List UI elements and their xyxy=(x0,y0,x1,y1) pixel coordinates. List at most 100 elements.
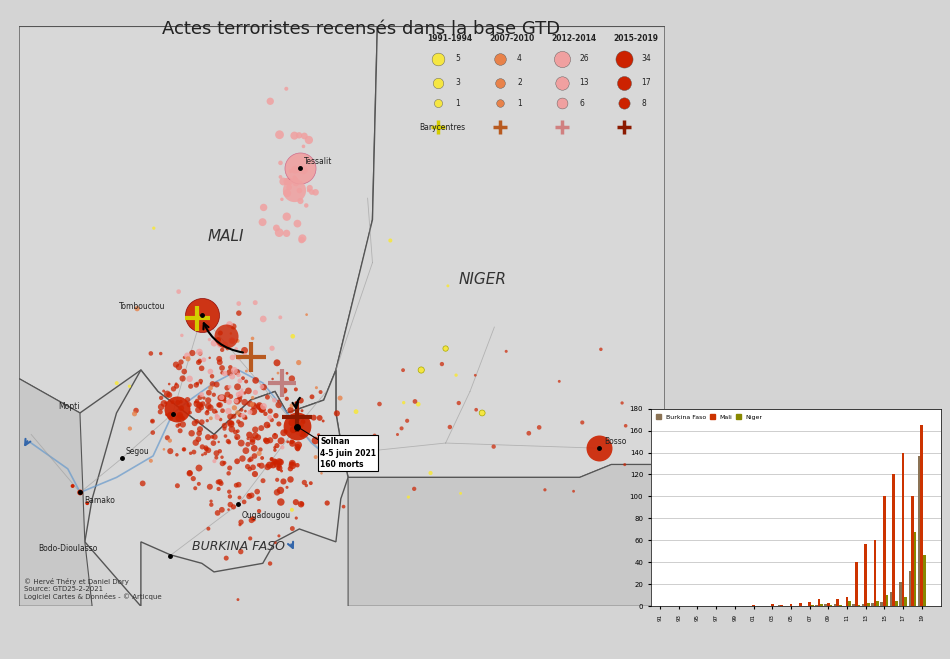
Point xyxy=(255,404,270,415)
Point xyxy=(203,413,218,424)
Point xyxy=(254,423,269,434)
Point xyxy=(255,217,270,227)
Point xyxy=(238,376,254,387)
Point xyxy=(162,436,178,446)
Point xyxy=(226,321,241,331)
Point xyxy=(273,457,288,467)
Point xyxy=(182,468,198,478)
Point xyxy=(214,478,229,489)
Point xyxy=(294,235,309,245)
Point xyxy=(212,446,227,457)
Point xyxy=(204,432,219,442)
Point xyxy=(238,413,254,424)
Point xyxy=(279,188,294,198)
Point xyxy=(371,399,387,409)
Point xyxy=(245,393,260,403)
Point xyxy=(254,461,269,471)
Point xyxy=(245,434,260,445)
Point xyxy=(145,416,161,426)
Text: Mopti: Mopti xyxy=(58,402,80,411)
Text: 17: 17 xyxy=(641,78,651,88)
Point xyxy=(189,416,204,426)
Point xyxy=(240,386,256,396)
Point xyxy=(190,378,205,389)
Point xyxy=(244,490,259,501)
Point xyxy=(153,349,168,359)
Point xyxy=(182,468,198,478)
Point xyxy=(270,440,285,451)
Point xyxy=(309,382,324,393)
Point xyxy=(221,468,237,478)
Point xyxy=(231,416,246,427)
Polygon shape xyxy=(19,26,377,434)
Point xyxy=(236,410,251,420)
Point xyxy=(246,406,261,416)
Point xyxy=(238,366,254,376)
Point xyxy=(193,424,208,434)
Point xyxy=(288,497,303,507)
Point xyxy=(215,505,230,515)
Point xyxy=(222,367,238,378)
Point xyxy=(200,415,215,426)
Point xyxy=(238,445,254,456)
Point xyxy=(232,492,247,503)
Point xyxy=(284,458,299,469)
Point xyxy=(202,366,218,377)
Text: Niamey: Niamey xyxy=(332,451,360,459)
Point xyxy=(532,422,547,433)
Bar xyxy=(914,532,917,606)
Point xyxy=(270,474,285,485)
Point xyxy=(274,497,289,507)
Point xyxy=(278,84,294,94)
Point xyxy=(122,381,137,391)
Point xyxy=(170,480,185,491)
Point xyxy=(230,432,245,442)
Point xyxy=(65,480,80,491)
Point xyxy=(215,345,230,355)
Point xyxy=(206,338,221,349)
Point xyxy=(251,432,266,443)
Point xyxy=(162,389,177,400)
Point xyxy=(214,392,229,403)
Point xyxy=(166,384,181,394)
Point xyxy=(396,397,411,408)
Point xyxy=(165,397,180,407)
Point xyxy=(177,366,192,377)
Bar xyxy=(874,540,877,606)
Point xyxy=(294,420,309,430)
Text: MALI: MALI xyxy=(208,229,244,244)
Point xyxy=(218,330,234,341)
Bar xyxy=(884,496,885,606)
Point xyxy=(170,420,185,431)
Bar xyxy=(815,605,818,606)
Point xyxy=(332,465,348,476)
Point xyxy=(177,444,192,455)
Point xyxy=(169,381,184,391)
Point xyxy=(240,433,256,444)
Point xyxy=(296,165,312,175)
Point xyxy=(220,436,236,447)
Point xyxy=(276,176,291,186)
Bar xyxy=(911,496,914,606)
Point xyxy=(159,409,174,420)
Point xyxy=(194,322,209,332)
Bar xyxy=(895,601,898,606)
Point xyxy=(170,403,185,414)
Point xyxy=(230,407,245,418)
Point xyxy=(230,396,245,407)
Point xyxy=(267,429,282,440)
Point xyxy=(575,417,590,428)
Point xyxy=(145,427,161,438)
Point xyxy=(287,130,302,141)
Point xyxy=(257,409,273,419)
Point xyxy=(194,400,209,411)
Point xyxy=(290,460,305,471)
Point xyxy=(211,484,226,494)
Point xyxy=(265,374,280,384)
Point xyxy=(128,405,143,416)
Point xyxy=(274,466,289,476)
Point xyxy=(268,538,283,548)
Point xyxy=(401,492,416,502)
Point xyxy=(175,419,190,430)
Point xyxy=(174,357,189,367)
